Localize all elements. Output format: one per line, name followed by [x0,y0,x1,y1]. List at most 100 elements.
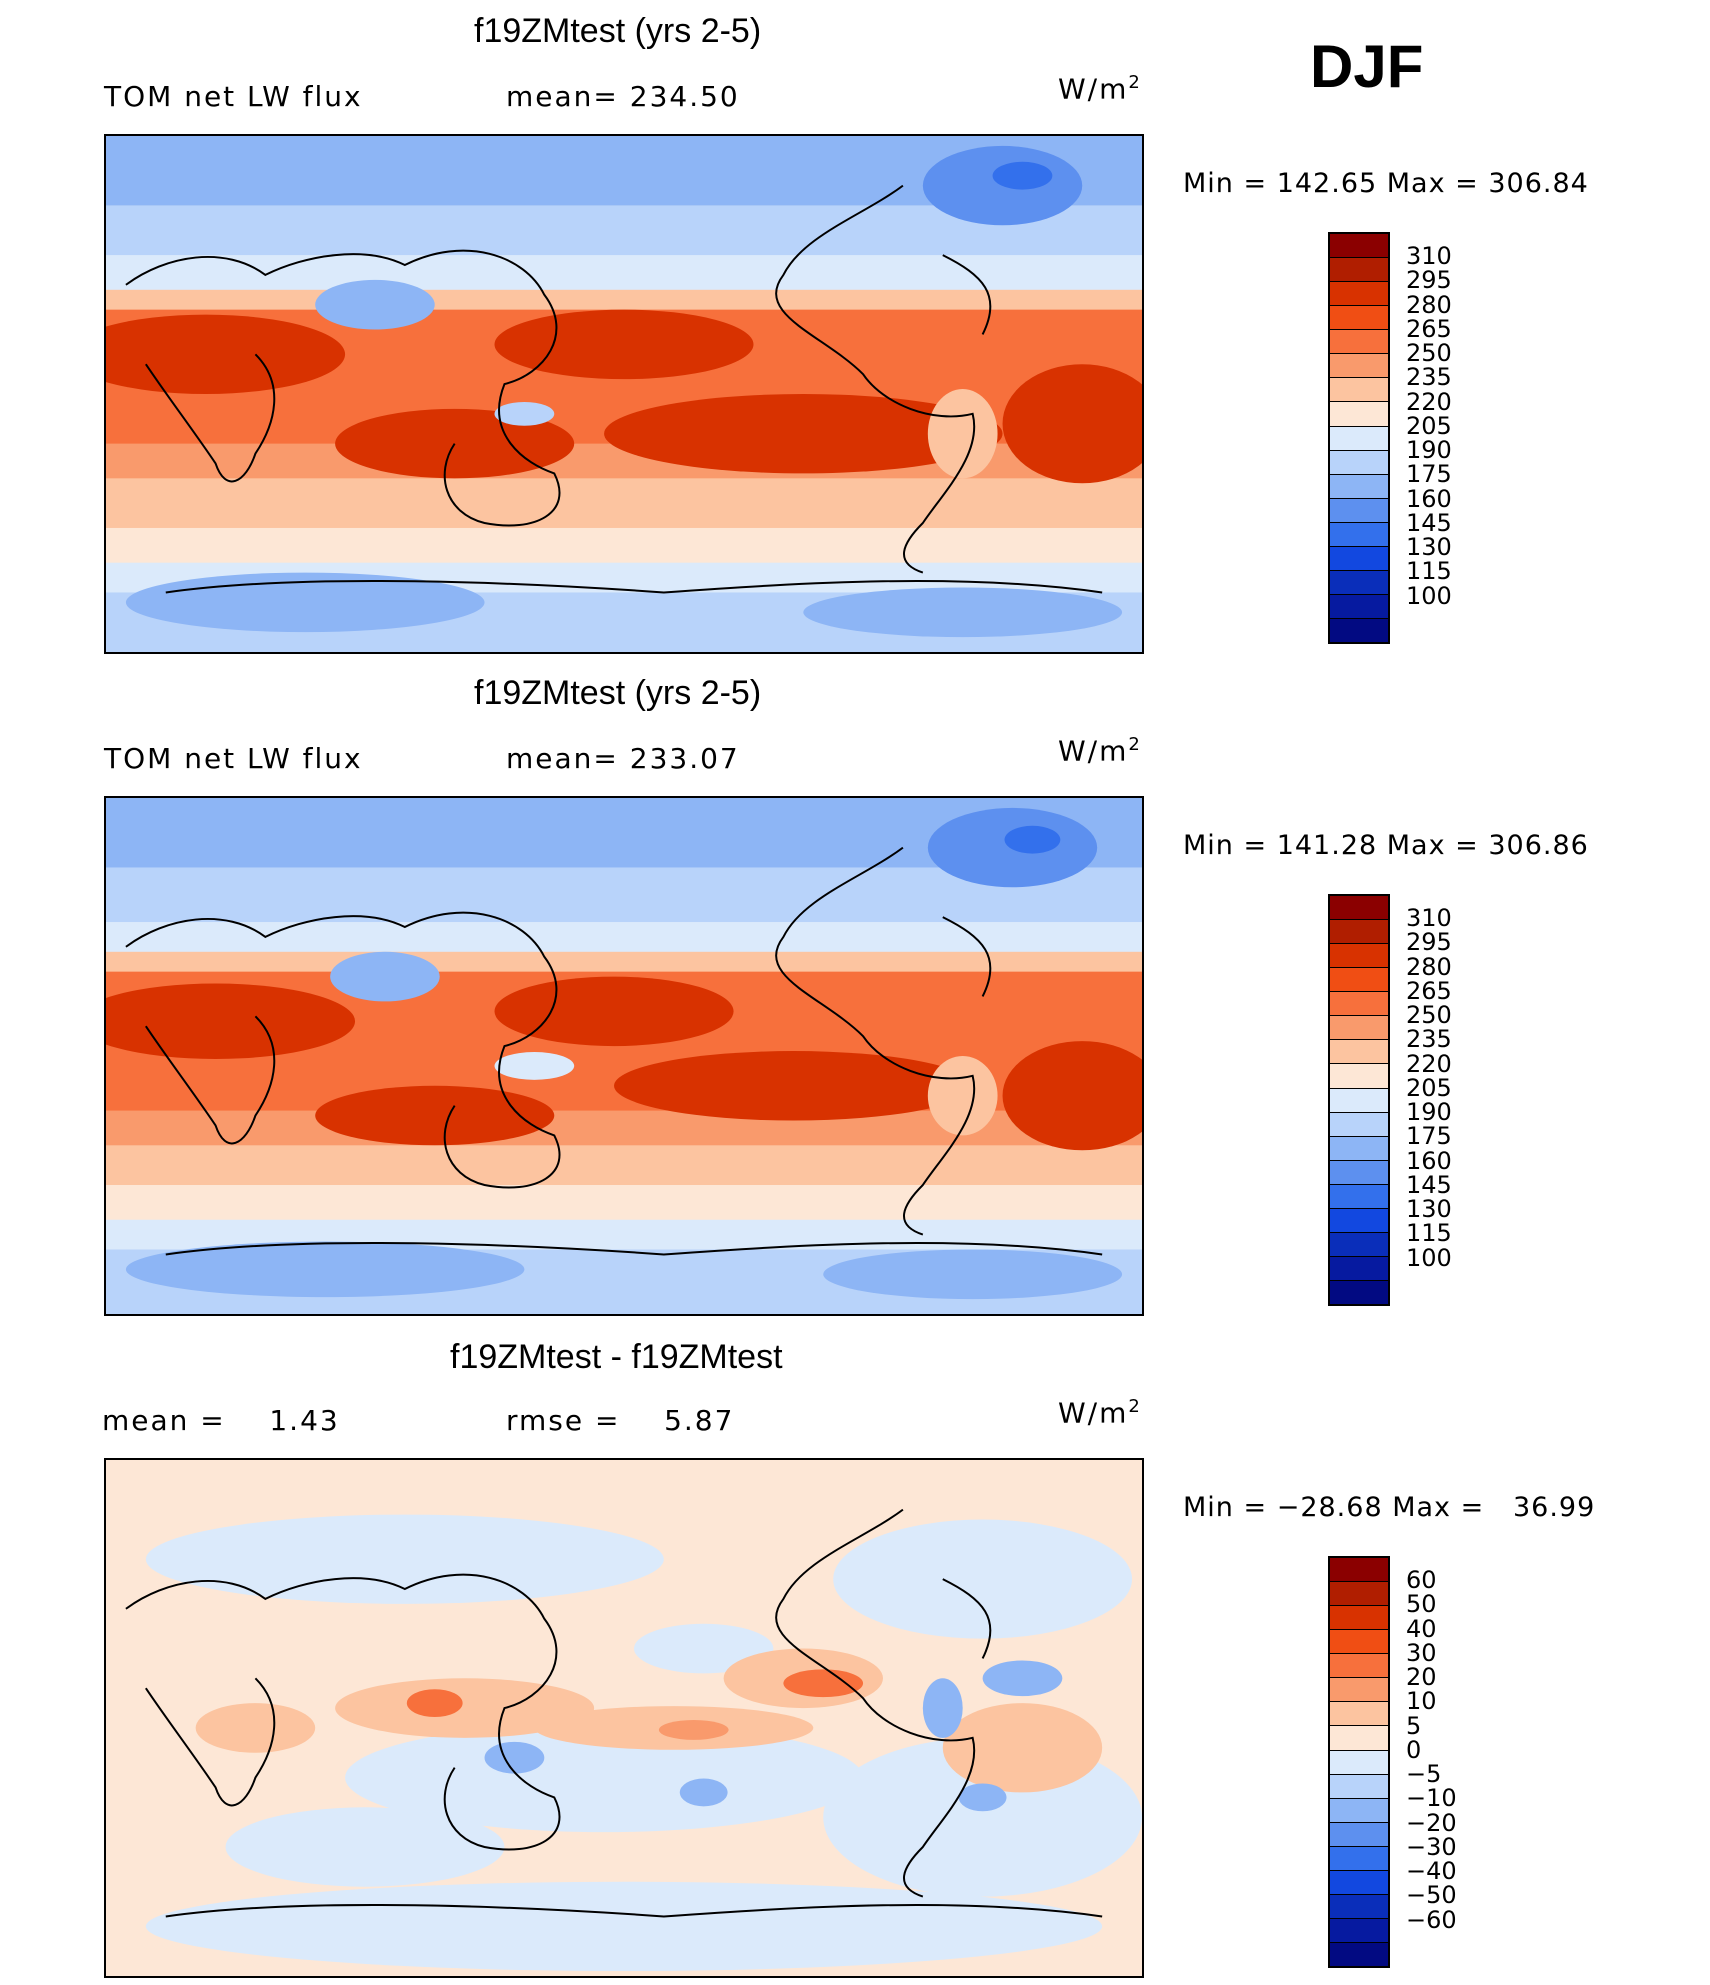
colorbar-tick-label: 205 [1406,1073,1452,1102]
colorbar-swatch [1330,1232,1388,1257]
colorbar-swatch [1330,1184,1388,1209]
panel-3-title: f19ZMtest - f19ZMtest [450,1338,783,1376]
panel-2-units: W/m2 [1058,734,1140,768]
panel-1-min-max: Min = 142.65 Max = 306.84 [1183,168,1589,199]
colorbar-swatch [1330,920,1388,945]
panel-3-contour-field [106,1460,1142,1976]
colorbar-tick-label: 160 [1406,484,1452,513]
colorbar-swatch [1330,1160,1388,1185]
colorbar-swatch [1330,306,1388,331]
colorbar-swatch [1330,1088,1388,1113]
panel-3-map [104,1458,1144,1978]
colorbar-swatch [1330,1582,1388,1607]
panel-3-mean-label: mean = 1.43 [102,1404,340,1437]
colorbar-swatch [1330,1208,1388,1233]
colorbar-swatch [1330,354,1388,379]
colorbar-swatch [1330,258,1388,283]
colorbar-swatch [1330,282,1388,307]
panel-2-contour-field [106,798,1142,1314]
colorbar-tick-label: 40 [1406,1614,1437,1643]
colorbar-tick-label: 145 [1406,1170,1452,1199]
colorbar-tick-label: 30 [1406,1638,1437,1667]
colorbar-tick-label: 220 [1406,387,1452,416]
colorbar-swatch [1330,944,1388,969]
colorbar-tick-label: 250 [1406,339,1452,368]
colorbar-swatch [1330,1678,1388,1703]
colorbar-tick-label: 250 [1406,1001,1452,1030]
colorbar-swatch [1330,1894,1388,1919]
panel-3-units: W/m2 [1058,1396,1140,1430]
colorbar-swatch [1330,570,1388,595]
colorbar-tick-label: 205 [1406,411,1452,440]
colorbar-tick-label: 295 [1406,928,1452,957]
colorbar-swatch [1330,474,1388,499]
colorbar-swatch [1330,619,1388,643]
colorbar-tick-label: 280 [1406,290,1452,319]
colorbar-swatch [1330,1016,1388,1041]
colorbar-tick-label: 265 [1406,314,1452,343]
colorbar-swatch [1330,498,1388,523]
colorbar-swatch [1330,1918,1388,1943]
colorbar-tick-label: −60 [1406,1905,1457,1934]
colorbar-swatch [1330,1630,1388,1655]
colorbar-tick-label: 220 [1406,1049,1452,1078]
colorbar-swatch [1330,522,1388,547]
colorbar-swatch [1330,426,1388,451]
colorbar-tick-label: 310 [1406,242,1452,271]
season-label: DJF [1310,33,1424,100]
colorbar-swatch [1330,1870,1388,1895]
colorbar-tick-label: 190 [1406,436,1452,465]
panel-2-title: f19ZMtest (yrs 2-5) [474,674,762,712]
colorbar-tick-label: 295 [1406,266,1452,295]
colorbar-swatch [1330,378,1388,403]
panel-1-units: W/m2 [1058,72,1140,106]
colorbar-tick-label: −40 [1406,1857,1457,1886]
colorbar-swatch [1330,402,1388,427]
colorbar-tick-label: −50 [1406,1881,1457,1910]
colorbar-swatch [1330,594,1388,619]
colorbar-tick-label: −20 [1406,1808,1457,1837]
colorbar-tick-label: −30 [1406,1832,1457,1861]
panel-1-map [104,134,1144,654]
colorbar-swatch [1330,1136,1388,1161]
colorbar-tick-label: 100 [1406,581,1452,610]
colorbar-tick-label: 130 [1406,533,1452,562]
colorbar-tick-label: 145 [1406,508,1452,537]
colorbar-swatch [1330,1943,1388,1967]
colorbar-tick-label: 115 [1406,557,1452,586]
colorbar-swatch [1330,1822,1388,1847]
colorbar-tick-label: 190 [1406,1098,1452,1127]
colorbar-tick-label: 280 [1406,952,1452,981]
colorbar-tick-label: 265 [1406,976,1452,1005]
colorbar-swatch [1330,1750,1388,1775]
panel-2-map [104,796,1144,1316]
panel-2-mean-label: mean= 233.07 [506,742,740,775]
colorbar-swatch [1330,1040,1388,1065]
colorbar-tick-label: 310 [1406,904,1452,933]
panel-2-colorbar [1328,894,1390,1306]
colorbar-tick-label: 175 [1406,460,1452,489]
panel-2-variable-label: TOM net LW flux [104,742,363,775]
colorbar-swatch [1330,1798,1388,1823]
panel-3-colorbar [1328,1556,1390,1968]
colorbar-tick-label: 0 [1406,1735,1422,1764]
colorbar-tick-label: 100 [1406,1243,1452,1272]
panel-3-rmse-label: rmse = 5.87 [506,1404,735,1437]
colorbar-tick-label: 175 [1406,1122,1452,1151]
colorbar-swatch [1330,546,1388,571]
colorbar-tick-label: 60 [1406,1566,1437,1595]
colorbar-swatch [1330,1774,1388,1799]
colorbar-swatch [1330,330,1388,355]
panel-3-min-max: Min = −28.68 Max = 36.99 [1183,1492,1596,1523]
colorbar-tick-label: 160 [1406,1146,1452,1175]
colorbar-swatch [1330,450,1388,475]
colorbar-tick-label: 115 [1406,1219,1452,1248]
panel-2-min-max: Min = 141.28 Max = 306.86 [1183,830,1589,861]
colorbar-tick-label: −10 [1406,1784,1457,1813]
colorbar-tick-label: 235 [1406,1025,1452,1054]
panel-1-variable-label: TOM net LW flux [104,80,363,113]
colorbar-swatch [1330,992,1388,1017]
colorbar-tick-label: 5 [1406,1711,1422,1740]
colorbar-tick-label: 235 [1406,363,1452,392]
panel-1-title: f19ZMtest (yrs 2-5) [474,12,762,50]
